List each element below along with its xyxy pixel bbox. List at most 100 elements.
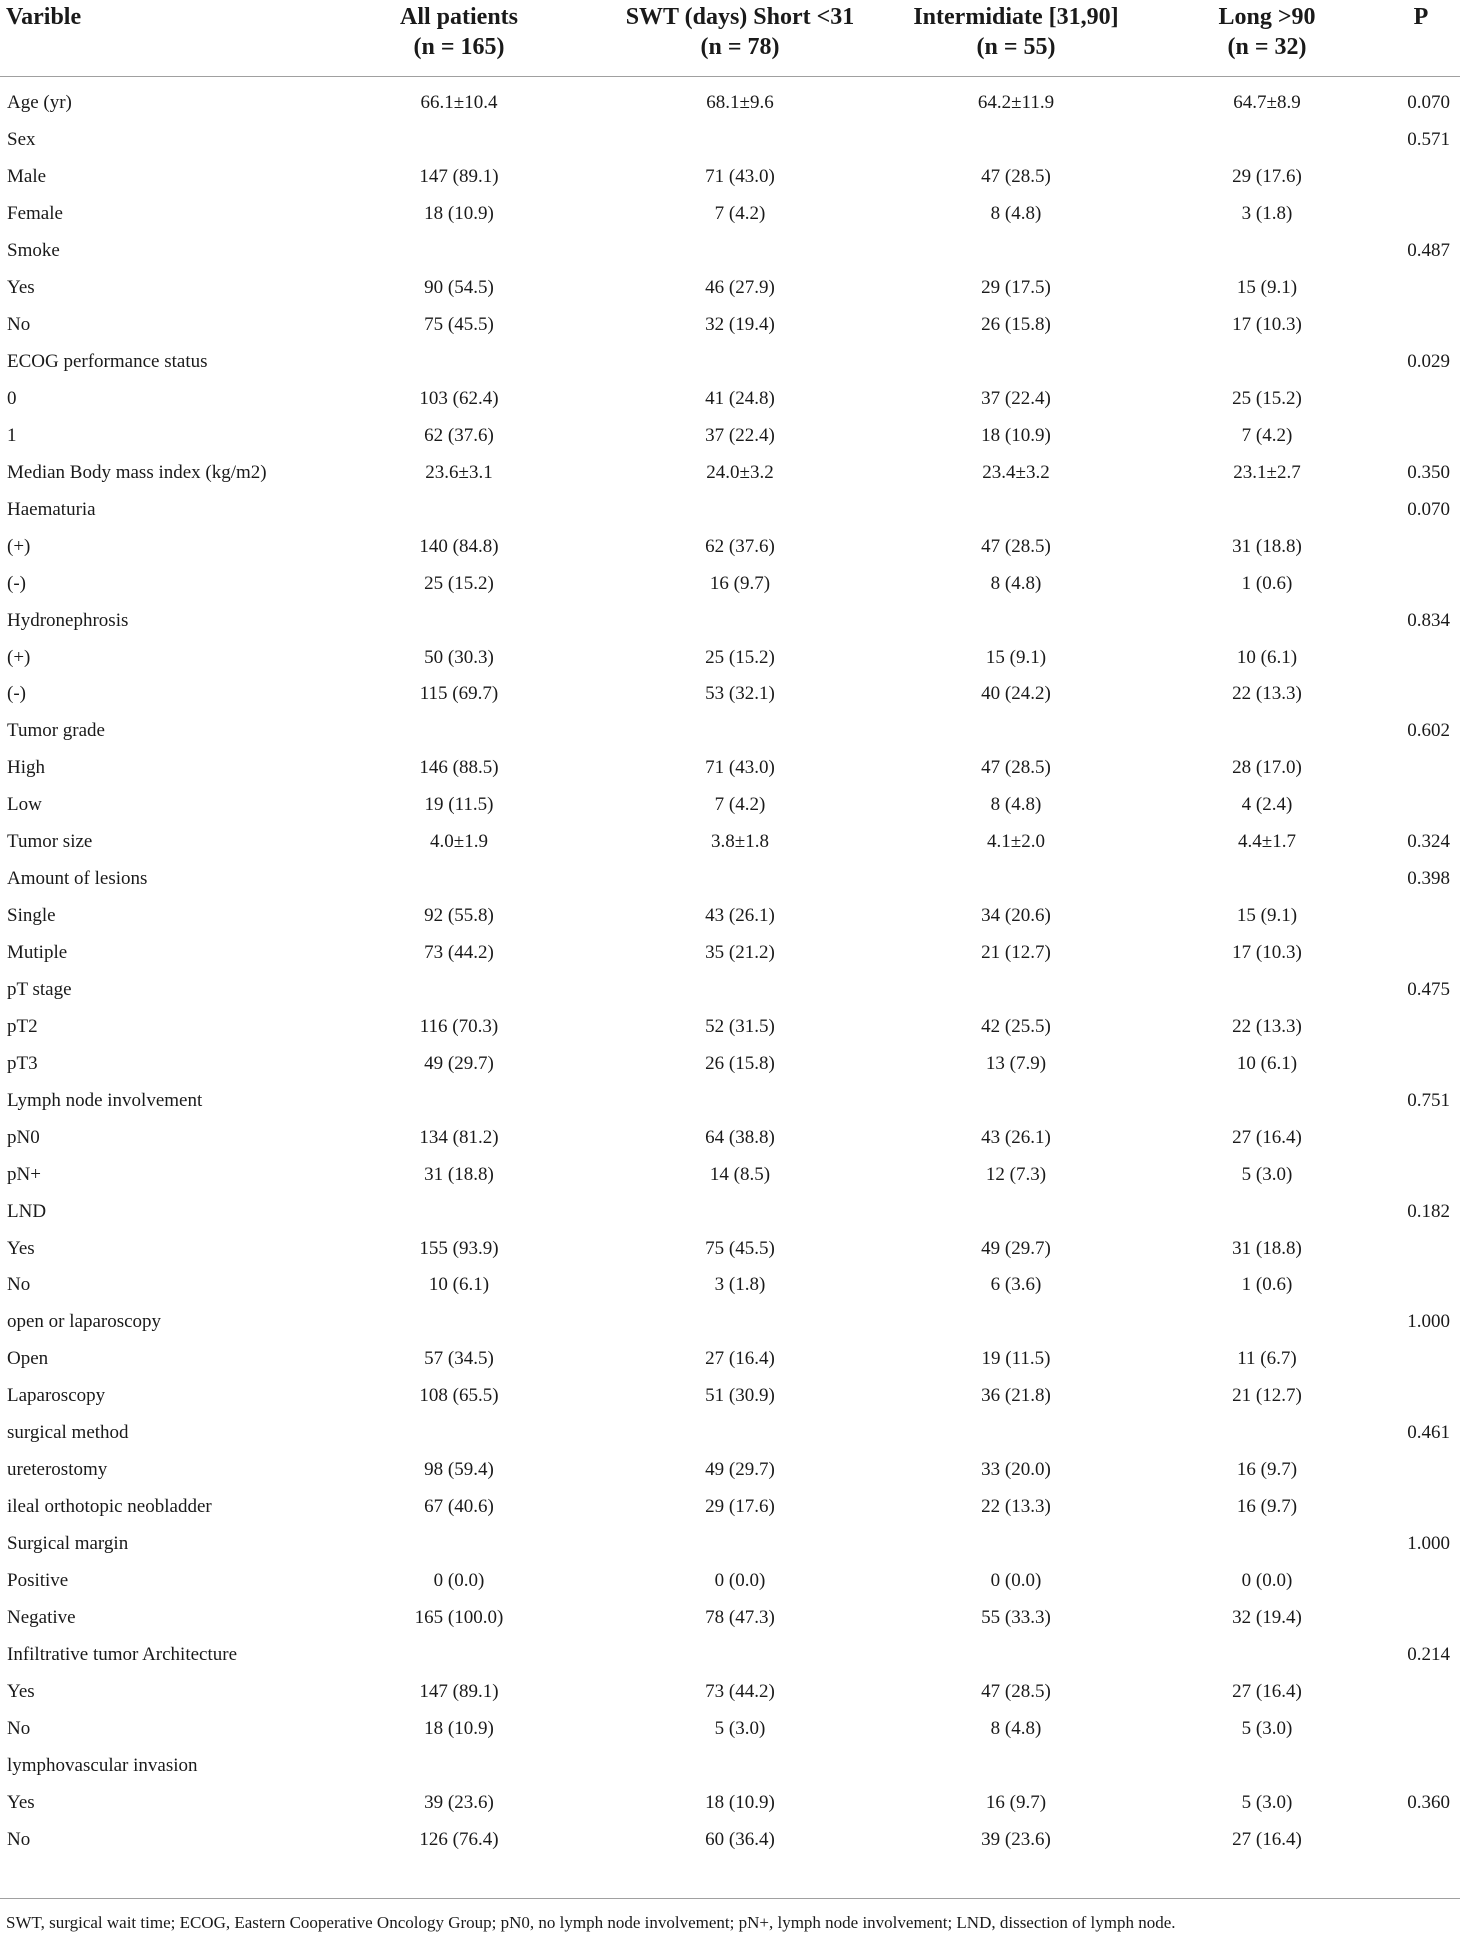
all-patients-value: 90 (54.5)	[424, 277, 494, 299]
short-value: 0 (0.0)	[714, 1569, 766, 1591]
long-value: 5 (3.0)	[1241, 1163, 1293, 1185]
long-value: 4 (2.4)	[1241, 794, 1293, 816]
long-value: 5 (3.0)	[1241, 1791, 1293, 1813]
p-value	[1382, 196, 1460, 233]
intermediate-value	[880, 233, 1152, 270]
table-body: Age (yr) 66.1±10.4 68.1±9.6 64.2±11.9 64.7±8…	[0, 77, 1460, 1859]
variable-label: (+)	[7, 535, 31, 557]
long-value	[1152, 1747, 1382, 1784]
variable-label: Tumor size	[7, 831, 93, 853]
long-value: 1 (0.6)	[1241, 572, 1293, 594]
all-patients-value: 92 (55.8)	[424, 905, 494, 927]
long-value: 0 (0.0)	[1241, 1569, 1293, 1591]
p-value: 0.324	[1407, 831, 1450, 853]
short-value: 37 (22.4)	[705, 424, 775, 446]
short-value: 71 (43.0)	[705, 757, 775, 779]
all-patients-value: 50 (30.3)	[424, 646, 494, 668]
table-row: Single 92 (55.8) 43 (26.1) 34 (20.6) 15 (9.1…	[0, 898, 1460, 935]
short-value: 14 (8.5)	[709, 1163, 771, 1185]
all-patients-value: 57 (34.5)	[424, 1348, 494, 1370]
short-value: 73 (44.2)	[705, 1680, 775, 1702]
variable-label: Hydronephrosis	[7, 609, 129, 631]
intermediate-value	[880, 713, 1152, 750]
all-patients-value: 116 (70.3)	[419, 1015, 499, 1037]
p-value: 0.070	[1407, 92, 1450, 114]
p-value: 0.487	[1407, 240, 1450, 262]
table-row: pT3 49 (29.7) 26 (15.8) 13 (7.9) 10 (6.1)	[0, 1045, 1460, 1082]
long-value	[1152, 344, 1382, 381]
intermediate-value	[880, 1304, 1152, 1341]
intermediate-value: 43 (26.1)	[981, 1126, 1051, 1148]
short-value: 3.8±1.8	[711, 831, 769, 853]
header-subline: (n = 165)	[413, 34, 505, 60]
short-value: 16 (9.7)	[709, 572, 771, 594]
long-value	[1152, 491, 1382, 528]
p-value: 0.214	[1407, 1643, 1450, 1665]
all-patients-value: 103 (62.4)	[419, 387, 499, 409]
variable-label: Mutiple	[7, 942, 68, 964]
variable-label: ECOG performance status	[7, 351, 208, 373]
table-row: Female 18 (10.9) 7 (4.2) 8 (4.8) 3 (1.8)	[0, 196, 1460, 233]
variable-label: No	[7, 1828, 31, 1850]
header-line: P	[1413, 4, 1429, 30]
variable-label: surgical method	[7, 1422, 129, 1444]
short-value: 78 (47.3)	[705, 1606, 775, 1628]
variable-label: LND	[7, 1200, 47, 1222]
variable-label: High	[7, 757, 45, 779]
table-row: Infiltrative tumor Architecture 0.214	[0, 1636, 1460, 1673]
header-line: Intermidiate [31,90]	[913, 4, 1119, 30]
all-patients-value: 73 (44.2)	[424, 942, 494, 964]
variable-label: pN+	[7, 1163, 41, 1185]
long-value: 16 (9.7)	[1236, 1496, 1298, 1518]
short-value: 53 (32.1)	[705, 683, 775, 705]
long-value	[1152, 861, 1382, 898]
long-value: 4.4±1.7	[1238, 831, 1296, 853]
long-value	[1152, 972, 1382, 1009]
short-value: 7 (4.2)	[714, 203, 766, 225]
p-value	[1382, 1673, 1460, 1710]
intermediate-value: 8 (4.8)	[990, 1717, 1042, 1739]
long-value	[1152, 1082, 1382, 1119]
all-patients-value: 23.6±3.1	[425, 461, 493, 483]
intermediate-value: 12 (7.3)	[985, 1163, 1047, 1185]
header-subline: (n = 32)	[1227, 34, 1307, 60]
intermediate-value: 42 (25.5)	[981, 1015, 1051, 1037]
p-value	[1382, 565, 1460, 602]
variable-label: No	[7, 1274, 31, 1296]
table-row: pT2 116 (70.3) 52 (31.5) 42 (25.5) 22 (13.3)	[0, 1008, 1460, 1045]
table-row: Haematuria 0.070	[0, 491, 1460, 528]
intermediate-value: 47 (28.5)	[981, 1680, 1051, 1702]
p-value: 0.475	[1407, 978, 1450, 1000]
variable-label: Lymph node involvement	[7, 1089, 203, 1111]
intermediate-value: 22 (13.3)	[981, 1496, 1051, 1518]
long-value: 25 (15.2)	[1232, 387, 1302, 409]
all-patients-value	[318, 1304, 600, 1341]
variable-label: Laparoscopy	[7, 1385, 106, 1407]
intermediate-value: 6 (3.6)	[990, 1274, 1042, 1296]
long-value: 3 (1.8)	[1241, 203, 1293, 225]
long-value	[1152, 122, 1382, 159]
short-value	[600, 861, 880, 898]
short-value: 5 (3.0)	[714, 1717, 766, 1739]
p-value: 1.000	[1407, 1311, 1450, 1333]
long-value: 15 (9.1)	[1236, 277, 1298, 299]
intermediate-value: 47 (28.5)	[981, 166, 1051, 188]
short-value: 3 (1.8)	[714, 1274, 766, 1296]
variable-label: pT2	[7, 1015, 38, 1037]
all-patients-value: 165 (100.0)	[414, 1606, 504, 1628]
p-value	[1382, 1489, 1460, 1526]
long-value: 28 (17.0)	[1232, 757, 1302, 779]
intermediate-value: 49 (29.7)	[981, 1237, 1051, 1259]
p-value	[1382, 1452, 1460, 1489]
intermediate-value: 39 (23.6)	[981, 1828, 1051, 1850]
all-patients-value	[318, 713, 600, 750]
long-value: 16 (9.7)	[1236, 1459, 1298, 1481]
table-row: surgical method 0.461	[0, 1415, 1460, 1452]
p-value	[1382, 935, 1460, 972]
long-value: 22 (13.3)	[1232, 1015, 1302, 1037]
intermediate-value: 19 (11.5)	[981, 1348, 1051, 1370]
all-patients-value: 4.0±1.9	[430, 831, 488, 853]
long-value: 11 (6.7)	[1237, 1348, 1297, 1370]
table-row: Male 147 (89.1) 71 (43.0) 47 (28.5) 29 (17.6…	[0, 159, 1460, 196]
short-value	[600, 233, 880, 270]
